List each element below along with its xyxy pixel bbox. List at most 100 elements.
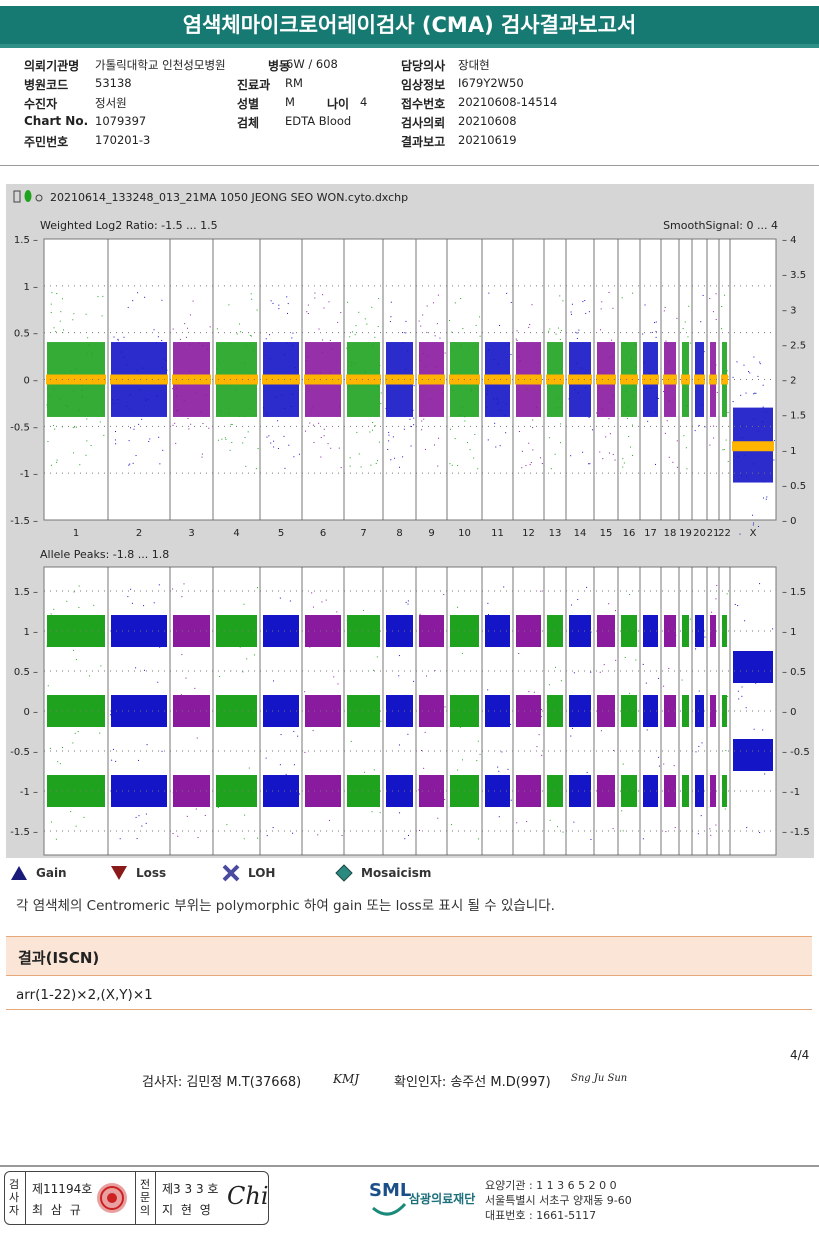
log2-tick: 1 –: [23, 282, 38, 293]
sml-swoosh-icon: [372, 1202, 407, 1216]
title-underline: [0, 44, 819, 48]
allele-right-tick: – 0.5: [782, 667, 806, 678]
log2-label: Weighted Log2 Ratio: -1.5 ... 1.5: [40, 219, 218, 232]
chromosome-label: 1: [73, 528, 79, 539]
tester-signature: KMJ: [333, 1072, 360, 1086]
log2-tick: 1.5 –: [14, 235, 38, 246]
chromosome-8-data: [385, 301, 415, 840]
chromosome-label: 9: [428, 528, 434, 539]
info-label: 임상정보: [401, 78, 446, 92]
chromosome-label: 2: [136, 528, 142, 539]
chromosome-label: 20: [693, 528, 706, 539]
chromosome-16-data: [620, 292, 638, 832]
info-value: 20210619: [458, 133, 517, 147]
chromosome-label: 8: [396, 528, 402, 539]
chromosome-label: 16: [623, 528, 636, 539]
doctor2-license: 제3 3 3 호: [162, 1182, 219, 1196]
chromosome-label: 6: [320, 528, 326, 539]
legend-loh: LOH: [248, 866, 276, 880]
footer-divider: [0, 1165, 819, 1167]
log2-tick: -1.5 –: [10, 516, 38, 527]
smooth-tick: – 2: [782, 376, 797, 387]
info-label: 의뢰기관명: [24, 59, 80, 73]
seal-icon: [97, 1183, 127, 1213]
chromosome-label: 14: [574, 528, 587, 539]
chromosome-21-data: [709, 293, 718, 836]
allele-tick: 0 –: [23, 707, 38, 718]
info-label: 병원코드: [24, 78, 69, 92]
allele-tick: -0.5 –: [10, 747, 38, 758]
chromosome-22-data: [721, 294, 729, 810]
specimen-label: 검체: [237, 116, 260, 130]
report-title: 염색체마이크로어레이검사 (CMA) 검사결과보고서: [0, 6, 819, 44]
log2-tick: -0.5 –: [10, 422, 38, 433]
doctor1-license: 제11194호: [32, 1182, 93, 1196]
company-name: 삼광의료재단: [409, 1192, 476, 1206]
chromosome-6-data: [304, 292, 343, 837]
chromosome-7-data: [346, 298, 382, 814]
male-symbol-icon: [35, 194, 43, 202]
page-number: 4/4: [790, 1048, 810, 1062]
leaf-icon: [24, 190, 32, 202]
smooth-tick: – 0.5: [782, 481, 806, 492]
legend: Gain Loss LOH Mosaicism: [10, 862, 510, 884]
legend-mosaicism: Mosaicism: [361, 866, 432, 880]
chromosome-19-data: [681, 305, 691, 807]
info-label: 담당의사: [401, 59, 446, 73]
battery-icon: [13, 190, 21, 203]
smooth-tick: – 0: [782, 516, 797, 527]
allele-right-tick: – 1: [782, 627, 797, 638]
loss-icon: [111, 866, 127, 880]
loh-icon: [222, 864, 240, 882]
doctor1-name: 최 삼 규: [32, 1203, 83, 1217]
sml-logo-text: SML: [369, 1180, 412, 1201]
info-value: 20210608-14514: [458, 95, 558, 109]
smooth-tick: – 3: [782, 305, 797, 316]
info-value: 가톨릭대학교 인천성모병원: [95, 58, 226, 72]
allele-right-tick: – 0: [782, 707, 797, 718]
legend-gain: Gain: [36, 866, 67, 880]
info-divider: [0, 165, 819, 166]
chromosome-18-data: [663, 306, 678, 833]
info-value: 20210608: [458, 114, 517, 128]
allele-tick: -1 –: [20, 787, 38, 798]
info-label: 결과보고: [401, 135, 446, 149]
smooth-tick: – 1: [782, 446, 797, 457]
info-label: 수진자: [24, 97, 58, 111]
age-label: 나이: [327, 97, 350, 111]
tester-label: 검사자: 김민정 M.T(37668): [142, 1075, 302, 1090]
chromosome-label: 3: [188, 528, 194, 539]
legend-loss: Loss: [136, 866, 167, 880]
info-value: 170201-3: [95, 133, 151, 147]
sex-value: M: [285, 95, 295, 109]
info-value: 정서원: [95, 96, 127, 110]
chromosome-label: 13: [549, 528, 562, 539]
chromosome-9-data: [418, 294, 446, 831]
note-text: 각 염색체의 Centromeric 부위는 polymorphic 하여 ga…: [16, 898, 555, 914]
chromosome-2-data: [110, 292, 168, 840]
chromosome-label: 5: [278, 528, 284, 539]
chromosome-label: X: [750, 528, 757, 539]
info-value: I679Y2W50: [458, 76, 524, 90]
allele-right-tick: – -1: [782, 787, 800, 798]
addr-line-3: 대표번호 : 1661-5117: [485, 1209, 597, 1222]
addr-line-1: 요양기관 : 1 1 3 6 5 2 0 0: [485, 1179, 617, 1192]
info-value: 장대현: [458, 58, 490, 72]
result-heading-bar: 결과(ISCN): [6, 936, 812, 976]
allele-right-tick: – -1.5: [782, 827, 810, 838]
doctor2-name: 지 현 영: [162, 1203, 213, 1217]
smooth-tick: – 2.5: [782, 340, 806, 351]
chromosome-X-data: [732, 356, 775, 833]
dept-field: 진료과: [237, 78, 271, 92]
chromosome-15-data: [596, 292, 617, 830]
ward-field: 병동 6W / 608: [268, 57, 338, 73]
chromosome-label: 21: [707, 528, 720, 539]
info-label: 검사의뢰: [401, 116, 446, 130]
chromosome-label: 4: [233, 528, 239, 539]
chromosome-20-data: [694, 294, 706, 835]
plot-status-icons: [13, 190, 43, 203]
age-value: 4: [360, 95, 368, 109]
